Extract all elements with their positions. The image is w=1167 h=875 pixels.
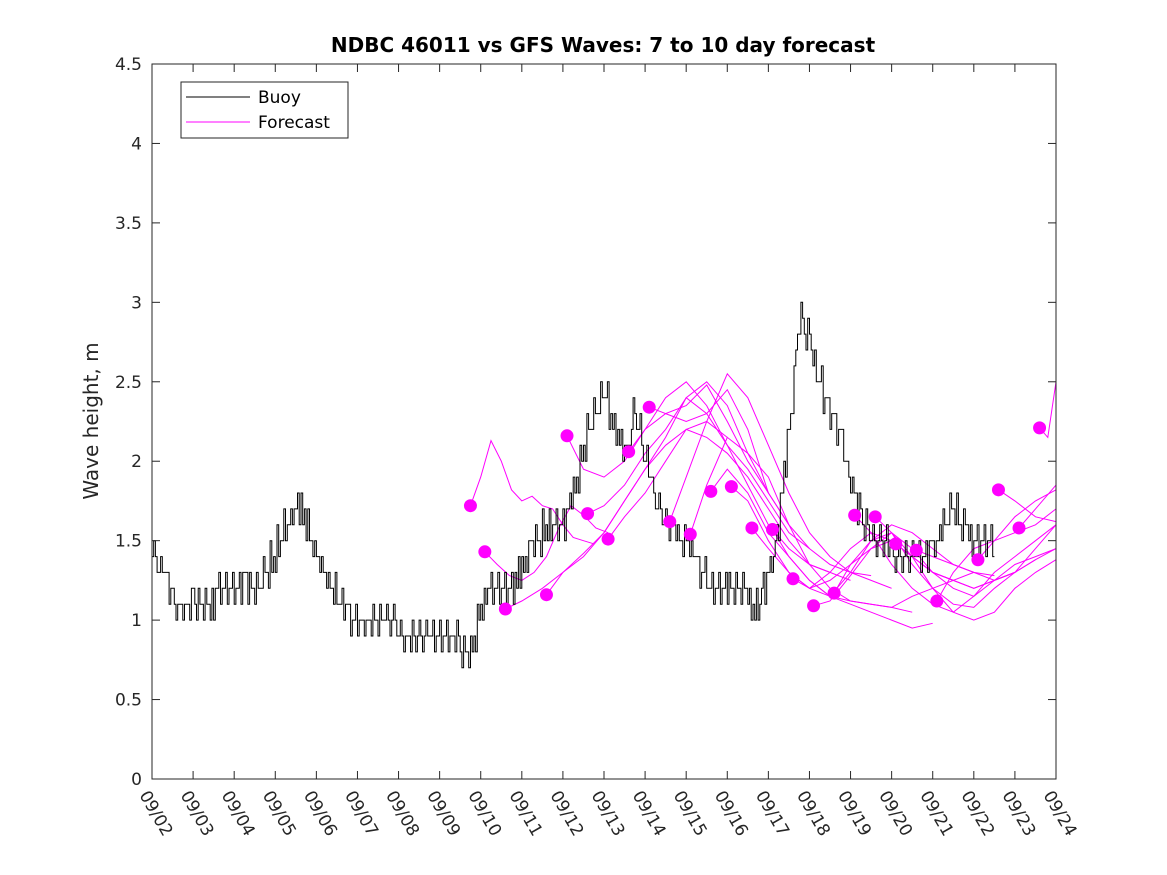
legend-box [180,81,349,139]
y-tick-label: 2.5 [115,373,142,393]
forecast-start-marker [868,510,882,524]
x-tick-label: 09/10 [463,788,505,840]
forecast-start-marker [765,523,779,537]
forecast-start-marker [498,602,512,616]
forecast-start-marker [683,527,697,541]
x-tick-label: 09/11 [504,788,546,840]
x-tick-label: 09/07 [340,788,382,840]
x-tick-label: 09/24 [1039,788,1081,840]
forecast-start-marker [745,521,759,535]
x-tick-label: 09/08 [381,788,423,840]
x-tick-label: 09/04 [217,788,259,840]
x-tick-label: 09/19 [833,788,875,840]
x-tick-label: 09/15 [669,788,711,840]
legend-buoy-label: Buoy [258,88,301,108]
forecast-start-marker [889,537,903,551]
y-axis: 0 0.5 1 1.5 2 2.5 3 3.5 4 4.5 [115,55,1056,790]
x-tick-label: 09/02 [135,788,177,840]
x-tick-label: 09/18 [792,788,834,840]
forecast-start-marker [848,508,862,522]
forecast-start-marker [478,545,492,559]
forecast-line [916,524,1057,581]
forecast-start-marker [930,594,944,608]
forecast-line [546,381,769,595]
forecast-start-marker [1012,521,1026,535]
forecast-start-marker [724,480,738,494]
x-tick-label: 09/06 [299,788,341,840]
y-tick-label: 3.5 [115,214,142,234]
forecast-start-marker [581,507,595,521]
x-tick-label: 09/13 [587,788,629,840]
forecast-line [587,396,810,549]
forecast-start-marker [622,445,636,459]
forecast-start-marker [909,543,923,557]
legend: Buoy Forecast [180,81,349,139]
forecast-line [628,381,851,581]
forecast-start-marker [601,532,615,546]
y-tick-label: 1 [131,611,142,631]
forecast-start-marker [704,484,718,498]
forecast-start-marker [786,572,800,586]
x-tick-label: 09/21 [915,788,957,840]
forecast-line [607,428,831,573]
forecast-start-marker [971,553,985,567]
x-tick-label: 09/12 [546,788,588,840]
x-tick-label: 09/05 [258,788,300,840]
forecast-start-marker [1033,421,1047,435]
y-tick-label: 4.5 [115,55,142,75]
x-tick-label: 09/22 [956,788,998,840]
x-axis: 09/02 09/03 09/04 09/05 09/06 09/07 09/08 09/09… [135,64,1081,840]
plot-frame [151,63,1057,780]
legend-forecast-label: Forecast [258,113,330,133]
forecast-start-marker [642,400,656,414]
forecast-line [505,420,728,610]
forecast-line [833,532,1057,597]
forecast-line [1018,484,1057,529]
forecast-line [977,489,1057,561]
forecast-line [649,384,872,577]
forecast-line [669,372,892,589]
plot-lines [152,301,1057,669]
buoy-line [152,301,995,669]
chart-title: NDBC 46011 vs GFS Waves: 7 to 10 day for… [331,33,876,57]
forecast-start-marker [560,429,574,443]
forecast-line [689,436,913,613]
y-tick-label: 2 [131,452,142,472]
forecast-line [731,486,954,608]
y-tick-label: 1.5 [115,532,142,552]
forecast-start-marker [991,483,1005,497]
y-tick-label: 3 [131,293,142,313]
y-tick-label: 4 [131,134,142,154]
x-tick-label: 09/03 [176,788,218,840]
x-tick-label: 09/16 [710,788,752,840]
x-tick-label: 09/20 [874,788,916,840]
forecast-start-marker [663,515,677,529]
forecast-line [751,527,974,589]
x-tick-label: 09/14 [628,788,670,840]
x-tick-label: 09/17 [751,788,793,840]
x-tick-label: 09/09 [422,788,464,840]
forecast-start-marker [827,586,841,600]
y-tick-label: 0 [131,770,142,790]
forecast-line [895,543,1057,621]
y-tick-label: 0.5 [115,691,142,711]
forecast-start-marker [539,588,553,602]
x-tick-label: 09/23 [998,788,1040,840]
forecast-start-marker [807,599,821,613]
forecast-markers [463,400,1047,616]
y-axis-label: Wave height, m [79,342,103,499]
forecast-start-marker [463,499,477,513]
forecast-line [566,388,790,526]
forecast-line [998,489,1057,523]
forecast-line [470,439,594,545]
